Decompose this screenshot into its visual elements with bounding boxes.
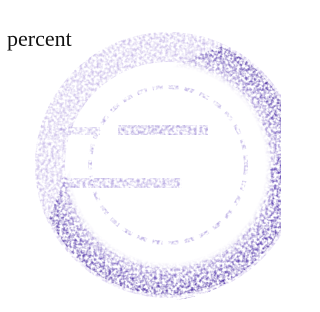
stamp-line [60,127,100,135]
caption: percent [7,28,72,50]
stamp-image: percent [0,0,281,312]
stamp-ink [38,35,281,300]
